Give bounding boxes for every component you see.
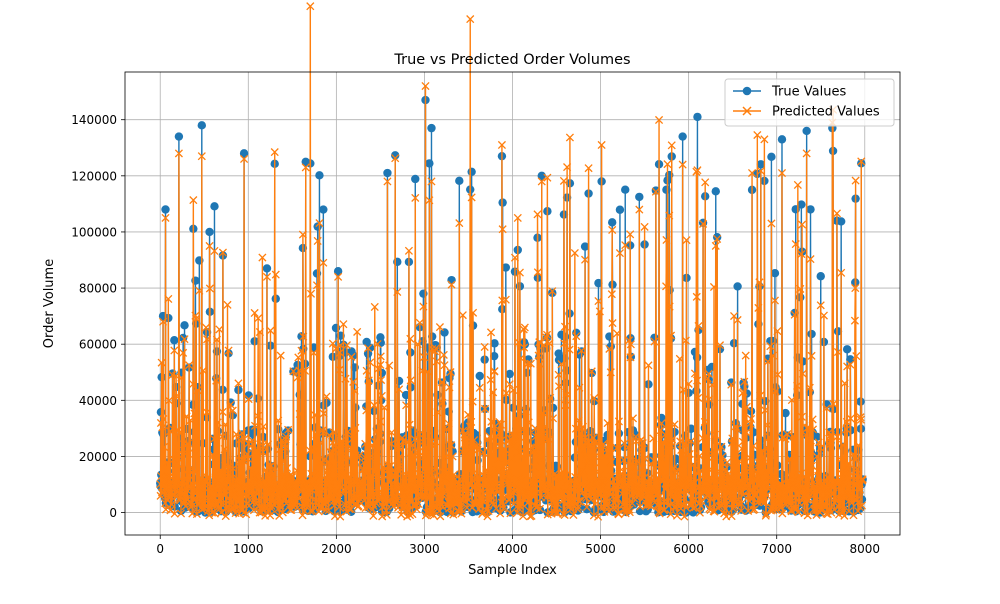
true-value-point (161, 205, 170, 214)
true-value-point (582, 505, 592, 514)
x-tick-label: 5000 (585, 542, 616, 556)
y-axis-label: Order Volume (42, 259, 57, 348)
true-value-point (693, 112, 702, 122)
y-tick-label: 20000 (79, 450, 117, 464)
true-value-point (501, 263, 511, 272)
true-value-point (427, 123, 436, 133)
y-tick-label: 120000 (71, 169, 117, 183)
true-value-point (490, 339, 499, 348)
true-value-point (537, 171, 546, 181)
true-value-point (475, 371, 484, 381)
true-value-point (319, 205, 328, 214)
true-value-point (635, 192, 644, 202)
legend-true-marker (742, 86, 752, 96)
true-value-point (777, 135, 787, 144)
true-value-point (594, 278, 603, 288)
y-tick-label: 140000 (71, 113, 117, 127)
legend: True Values Predicted Values (724, 78, 895, 127)
true-value-point (205, 227, 214, 237)
true-value-point (331, 323, 341, 333)
true-value-point (390, 151, 400, 160)
true-value-point (425, 159, 434, 168)
true-value-point (678, 132, 687, 141)
y-tick-label: 60000 (79, 338, 117, 352)
series-layer (156, 2, 867, 521)
y-tick-label: 80000 (79, 282, 117, 296)
x-tick-label: 7000 (761, 542, 792, 556)
x-tick-label: 4000 (497, 542, 528, 556)
true-value-point (467, 167, 476, 176)
true-value-point (455, 176, 464, 186)
true-value-point (393, 257, 402, 267)
true-value-point (816, 272, 825, 281)
true-value-point (239, 149, 249, 158)
x-axis-label: Sample Index (468, 563, 557, 578)
true-value-point (662, 185, 671, 194)
x-tick-label: 8000 (849, 542, 880, 556)
true-value-point (447, 275, 456, 285)
true-value-point (842, 345, 852, 354)
true-value-point (197, 121, 206, 130)
x-tick-label: 1000 (233, 542, 264, 556)
true-value-point (210, 202, 219, 211)
true-value-point (383, 168, 392, 178)
true-value-point (333, 267, 343, 276)
true-value-point (554, 349, 563, 358)
x-tick-label: 2000 (321, 542, 352, 556)
y-tick-label: 100000 (71, 225, 117, 239)
true-value-point (806, 205, 815, 214)
true-value-point (170, 336, 179, 345)
true-value-point (836, 217, 846, 226)
legend-true-label: True Values (771, 85, 846, 100)
true-value-point (711, 187, 720, 196)
x-tick-label: 6000 (673, 542, 704, 556)
true-value-point (733, 282, 742, 291)
true-value-point (297, 332, 306, 341)
true-value-point (651, 186, 661, 195)
true-value-point (174, 132, 184, 141)
true-value-point (411, 174, 420, 184)
true-value-point (767, 152, 776, 162)
true-value-point (472, 431, 481, 440)
true-value-point (262, 264, 272, 273)
true-value-point (580, 242, 590, 251)
true-value-point (607, 218, 617, 227)
true-value-point (505, 369, 514, 379)
true-value-point (807, 329, 816, 339)
true-value-point (489, 351, 499, 361)
y-tick-label: 40000 (79, 394, 117, 408)
true-value-point (802, 126, 811, 136)
true-value-point (712, 233, 722, 242)
x-tick-label: 0 (156, 542, 164, 556)
chart-title: True vs Predicted Order Volumes (393, 52, 630, 68)
true-value-point (621, 185, 630, 194)
x-tick-label: 3000 (409, 542, 440, 556)
legend-predicted-label: Predicted Values (772, 105, 880, 120)
y-tick-label: 0 (109, 506, 117, 520)
true-value-point (180, 321, 189, 330)
true-value-point (315, 171, 324, 180)
true-value-point (615, 205, 625, 214)
